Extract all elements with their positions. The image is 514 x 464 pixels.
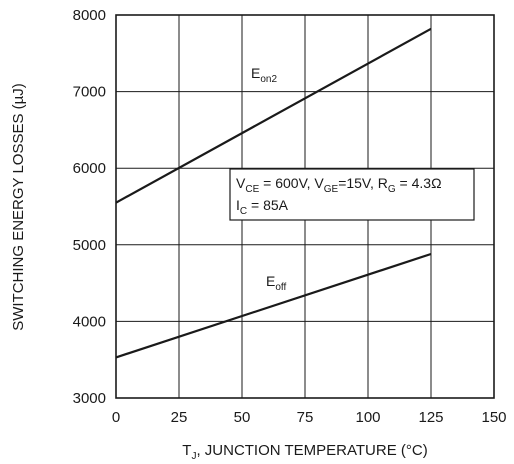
annotation-text-part: = 600V, V	[259, 175, 324, 191]
conditions-annotation: VCE = 600V, VGE=15V, RG = 4.3Ω IC = 85A	[229, 168, 475, 221]
y-tick-label: 3000	[73, 390, 106, 407]
x-tick-label: 125	[418, 409, 443, 426]
annotation-text-part: G	[388, 184, 396, 195]
annotation-text-part: = 4.3Ω	[396, 175, 442, 191]
annotation-text-part: CE	[245, 184, 259, 195]
series-label-eon2: Eon2	[251, 65, 277, 85]
series-line-eon2	[115, 27, 432, 204]
tick-labels: 0 25 50 75 100 125 150 3000 4000 5000 6000 7000 8000	[73, 7, 507, 426]
series-line-eoff	[115, 252, 432, 359]
annotation-box	[229, 168, 475, 221]
x-tick-label: 100	[355, 409, 380, 426]
plot-frame	[115, 14, 495, 399]
y-tick-label: 4000	[73, 313, 106, 330]
y-tick-label: 7000	[73, 84, 106, 101]
y-tick-label: 6000	[73, 160, 106, 177]
x-tick-label: 25	[171, 409, 188, 426]
annotation-text-part: = 85A	[247, 197, 289, 213]
x-tick-label: 0	[112, 409, 120, 426]
annotation-text-part: =15V, R	[338, 175, 388, 191]
series-label-eoff: Eoff	[266, 273, 287, 293]
x-tick-label: 75	[297, 409, 314, 426]
annotation-text-part: I	[236, 197, 240, 213]
annotation-line-2: IC = 85A	[236, 197, 289, 217]
annotation-text-part: GE	[324, 184, 339, 195]
series-lines	[115, 27, 432, 359]
x-tick-label: 50	[234, 409, 251, 426]
x-tick-label: 150	[481, 409, 506, 426]
annotation-text-part: C	[240, 206, 247, 217]
x-axis-title: TJ, JUNCTION TEMPERATURE (°C)	[182, 442, 427, 462]
annotation-text-part: V	[236, 175, 246, 191]
y-tick-label: 5000	[73, 237, 106, 254]
y-axis-title: SWITCHING ENERGY LOSSES (µJ)	[10, 83, 27, 331]
y-tick-label: 8000	[73, 7, 106, 24]
annotation-line-1: VCE = 600V, VGE=15V, RG = 4.3Ω	[236, 175, 442, 195]
